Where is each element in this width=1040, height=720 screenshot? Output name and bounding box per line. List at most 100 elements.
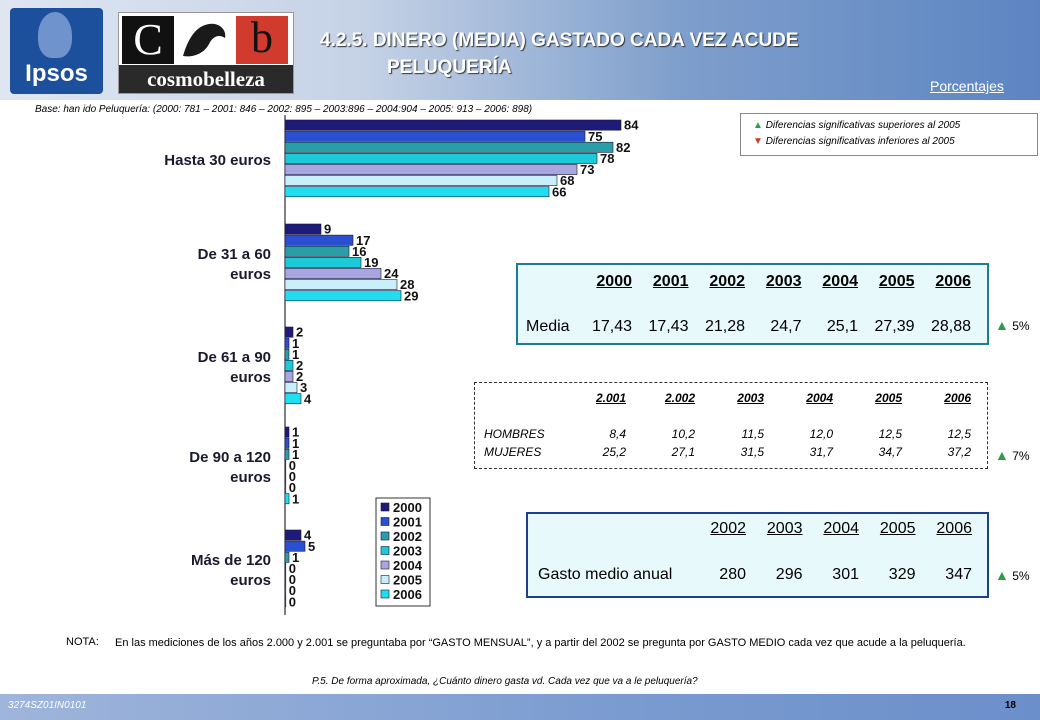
annual-sig-value: 5% — [1012, 569, 1030, 583]
bar-2002-2 — [284, 348, 290, 360]
page-title: 4.2.5. DINERO (MEDIA) GASTADO CADA VEZ A… — [320, 27, 799, 81]
annual-value-2: 301 — [832, 566, 859, 583]
annual-year-3: 2005 — [879, 520, 916, 537]
base-note: Base: han ido Peluquería: (2000: 781 – 2… — [35, 104, 533, 115]
data-label-2002-4: 1 — [292, 550, 299, 565]
data-label-2006-2: 4 — [304, 391, 312, 406]
annual-year-1: 2003 — [766, 520, 803, 537]
annual-row-label: Gasto medio anual — [538, 566, 673, 583]
gender-year-4: 2005 — [875, 391, 902, 405]
data-label-2001-0: 75 — [588, 129, 602, 144]
ipsos-logo: Ipsos — [10, 8, 103, 94]
data-label-2005-3: 0 — [289, 480, 296, 495]
category-label-3: euros — [230, 469, 271, 486]
gender-value-1-5: 37,2 — [947, 445, 971, 459]
legend-label-2006: 2006 — [393, 587, 422, 602]
question-text: P.5. De forma aproximada, ¿Cuánto dinero… — [312, 676, 698, 687]
data-label-2000-4: 4 — [304, 528, 312, 543]
media-value-6: 28,88 — [930, 318, 971, 335]
legend-swatch-2004 — [380, 560, 390, 570]
up-triangle-icon: ▲ — [995, 317, 1009, 333]
media-row-label: Media — [526, 318, 570, 335]
category-label-3: De 90 a 120 — [189, 449, 271, 466]
porcentajes-label: Porcentajes — [930, 78, 1004, 94]
nota-label: NOTA: — [66, 636, 99, 648]
data-label-2006-1: 29 — [404, 288, 418, 303]
media-year-0: 2000 — [596, 273, 632, 290]
category-label-1: De 31 a 60 — [198, 246, 271, 263]
bar-2002-0 — [284, 141, 614, 153]
media-value-2: 21,28 — [704, 318, 745, 335]
gender-row-label-0: HOMBRES — [484, 427, 545, 441]
media-year-6: 2006 — [935, 273, 971, 290]
data-label-2000-3: 1 — [292, 425, 299, 440]
gender-row-label-1: MUJERES — [484, 445, 542, 459]
bar-2006-0 — [284, 186, 550, 198]
bar-2001-4 — [284, 540, 306, 552]
bar-2003-1 — [284, 257, 362, 268]
bar-2002-1 — [284, 245, 350, 257]
media-sig-value: 5% — [1012, 319, 1030, 333]
gender-year-3: 2004 — [806, 391, 833, 405]
data-label-2006-3: 1 — [292, 491, 299, 506]
category-label-2: De 61 a 90 — [198, 349, 271, 366]
up-triangle-icon: ▲ — [995, 447, 1009, 463]
bar-2004-3 — [284, 471, 287, 482]
gender-table: 2.001 2.002 2003 2004 2005 2006 HOMBRES 8,4 10,… — [474, 382, 988, 469]
data-label-2004-4: 0 — [289, 572, 296, 587]
bar-2003-3 — [284, 459, 287, 471]
data-label-2003-1: 19 — [364, 255, 378, 270]
data-label-2001-2: 1 — [292, 336, 299, 351]
bar-2005-0 — [284, 175, 558, 186]
media-year-3: 2003 — [765, 273, 802, 290]
legend-swatch-2002 — [380, 531, 390, 541]
bar-2002-3 — [284, 448, 290, 460]
bar-2005-2 — [284, 382, 298, 393]
gender-value-0-4: 12,5 — [878, 427, 902, 441]
page-number: 18 — [1004, 700, 1016, 711]
ipsos-face-icon — [38, 12, 72, 58]
bar-2001-2 — [284, 337, 290, 349]
header-band: Ipsos C b cosmobelleza 4.2.5. DINERO (ME… — [0, 0, 1040, 100]
down-triangle-icon: ▼ — [753, 136, 763, 147]
gender-value-1-2: 31,5 — [740, 445, 764, 459]
category-label-0: Hasta 30 euros — [164, 152, 271, 169]
gender-year-5: 2006 — [944, 391, 971, 405]
data-label-2005-1: 28 — [400, 277, 414, 292]
bar-2006-3 — [284, 493, 290, 505]
annual-value-4: 347 — [945, 566, 972, 583]
bar-2003-0 — [284, 152, 598, 164]
bar-2000-2 — [284, 326, 294, 338]
gender-value-0-2: 11,5 — [741, 427, 764, 441]
data-label-2006-4: 0 — [289, 594, 296, 609]
data-label-2005-2: 3 — [300, 380, 307, 395]
data-label-2005-0: 68 — [560, 173, 574, 188]
legend-label-2002: 2002 — [393, 529, 422, 544]
media-year-1: 2001 — [652, 273, 689, 290]
bar-2006-1 — [284, 290, 402, 302]
legend-label-2005: 2005 — [393, 573, 422, 588]
data-label-2000-0: 84 — [624, 118, 639, 133]
bar-2004-2 — [284, 371, 294, 382]
legend-swatch-2001 — [380, 517, 390, 526]
gender-value-0-3: 12,0 — [809, 427, 833, 441]
gender-sig-value: 7% — [1012, 449, 1030, 463]
nota-text: En las mediciones de los años 2.000 y 2.… — [115, 637, 966, 649]
cb-logo-figure-icon — [179, 16, 231, 64]
page-title-line2: PELUQUERÍA — [387, 57, 512, 78]
significance-legend-down: ▼ Diferencias significativas inferiores … — [753, 136, 955, 147]
gender-value-1-1: 27,1 — [671, 445, 695, 459]
up-triangle-icon: ▲ — [995, 567, 1009, 583]
bar-2003-4 — [284, 562, 287, 574]
data-label-2003-4: 0 — [289, 561, 296, 576]
bar-2006-4 — [284, 596, 287, 608]
bar-2000-3 — [284, 426, 290, 438]
data-label-2003-3: 0 — [289, 458, 296, 473]
data-label-2003-2: 2 — [296, 358, 303, 373]
category-label-4: Más de 120 — [191, 552, 271, 569]
media-year-4: 2004 — [822, 273, 858, 290]
category-label-2: euros — [230, 369, 271, 386]
category-label-1: euros — [230, 266, 271, 283]
page-title-line1: 4.2.5. DINERO (MEDIA) GASTADO CADA VEZ A… — [320, 30, 799, 51]
